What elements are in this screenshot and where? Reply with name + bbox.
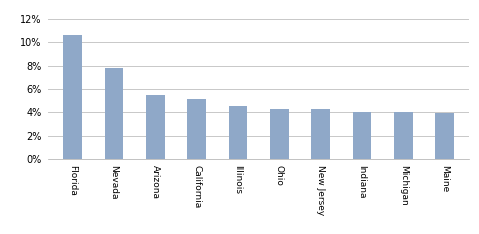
Bar — [435, 113, 454, 159]
Bar — [146, 95, 165, 159]
Bar — [105, 68, 123, 159]
Bar — [228, 106, 247, 159]
Bar — [311, 109, 330, 159]
Bar — [63, 35, 82, 159]
Bar — [270, 110, 289, 159]
Bar — [353, 112, 371, 159]
Bar — [187, 99, 206, 159]
Bar — [394, 112, 412, 159]
